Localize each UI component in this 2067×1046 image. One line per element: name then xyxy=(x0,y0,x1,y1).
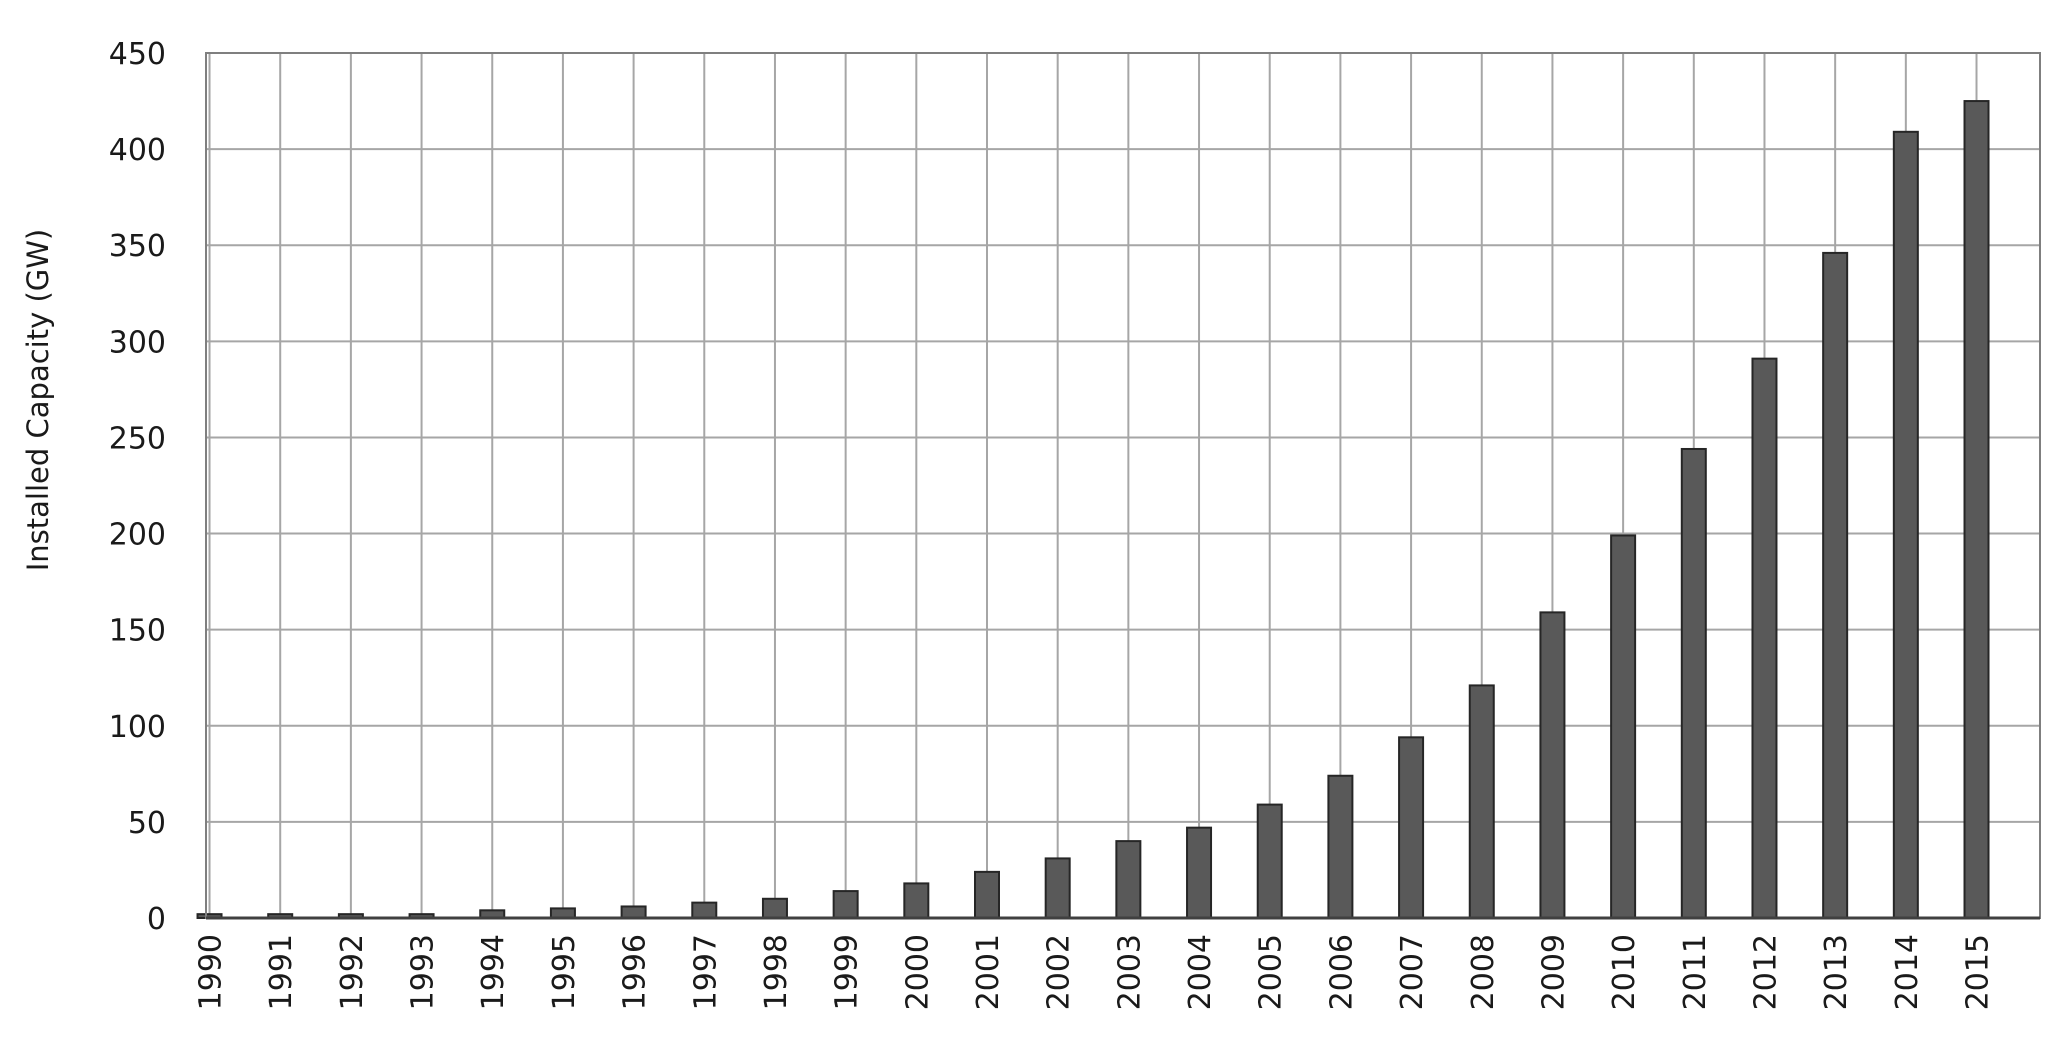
y-tick-labels: 0 50 100 150 200 250 300 350 400 450 xyxy=(109,37,166,937)
x-tick-label: 2010 xyxy=(1607,934,1642,1010)
bar xyxy=(620,905,647,920)
x-tick-label: 1998 xyxy=(759,934,794,1010)
x-tick-label: 2001 xyxy=(971,934,1006,1010)
y-tick-label: 100 xyxy=(109,710,166,745)
x-tick-label: 1993 xyxy=(406,934,441,1010)
bar xyxy=(1610,534,1637,919)
bar xyxy=(1044,857,1071,920)
x-tick-label: 1996 xyxy=(618,934,653,1010)
y-tick-label: 250 xyxy=(109,421,166,456)
y-tick-label: 50 xyxy=(128,806,166,841)
x-tick-label: 1991 xyxy=(264,934,299,1010)
x-tick-label: 1992 xyxy=(335,934,370,1010)
x-tick-label: 1990 xyxy=(194,934,229,1010)
bar xyxy=(1822,251,1849,919)
y-tick-label: 200 xyxy=(109,518,166,553)
bar xyxy=(1751,357,1778,919)
y-tick-label: 450 xyxy=(109,37,166,72)
bar xyxy=(1115,840,1142,919)
x-tick-label: 2011 xyxy=(1678,934,1713,1010)
x-tick-label: 2003 xyxy=(1112,934,1147,1010)
bar xyxy=(761,897,788,919)
x-tick-label: 2012 xyxy=(1748,934,1783,1010)
bar xyxy=(1468,684,1495,920)
x-tick-label: 2007 xyxy=(1395,934,1430,1010)
y-tick-label: 300 xyxy=(109,325,166,360)
bar xyxy=(1327,774,1354,919)
y-tick-label: 0 xyxy=(147,902,166,937)
bar xyxy=(974,870,1001,919)
x-tick-label: 2013 xyxy=(1819,934,1854,1010)
y-tick-label: 400 xyxy=(109,133,166,168)
bars xyxy=(196,100,1990,920)
bar xyxy=(1680,447,1707,919)
x-tick-label: 2015 xyxy=(1961,934,1996,1010)
bar xyxy=(1186,826,1213,920)
x-tick-label: 1999 xyxy=(830,934,865,1010)
x-tick-label: 2005 xyxy=(1254,934,1289,1010)
y-axis-label: Installed Capacity (GW) xyxy=(21,229,55,572)
bar xyxy=(1892,130,1919,920)
x-tick-label: 2008 xyxy=(1466,934,1501,1010)
x-tick-labels: 1990 1991 1992 1993 1994 1995 1996 1997 1998 1999… xyxy=(194,934,1996,1010)
bar xyxy=(1963,100,1990,920)
x-tick-label: 2000 xyxy=(900,934,935,1010)
x-tick-label: 2006 xyxy=(1324,934,1359,1010)
x-tick-label: 1994 xyxy=(476,934,511,1010)
y-tick-label: 150 xyxy=(109,614,166,649)
bar xyxy=(903,882,930,920)
y-tick-label: 350 xyxy=(109,229,166,264)
bar xyxy=(691,901,718,919)
bar xyxy=(832,890,859,919)
x-tick-label: 2004 xyxy=(1183,934,1218,1010)
x-tick-label: 1997 xyxy=(688,934,723,1010)
x-tick-label: 2009 xyxy=(1536,934,1571,1010)
bar xyxy=(1398,736,1425,919)
plot-frame xyxy=(205,52,2041,920)
bar xyxy=(1539,611,1566,919)
x-tick-label: 1995 xyxy=(547,934,582,1010)
x-tick-label: 2002 xyxy=(1042,934,1077,1010)
bar xyxy=(1256,803,1283,919)
x-tick-label: 2014 xyxy=(1890,934,1925,1010)
